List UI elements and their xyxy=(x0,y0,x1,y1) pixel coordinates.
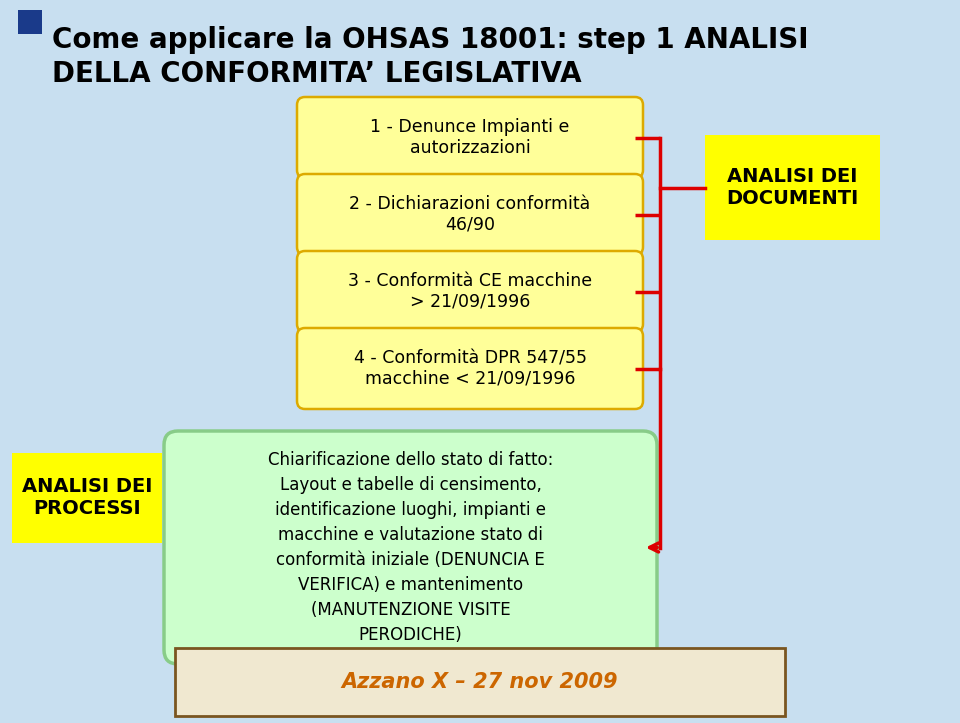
FancyBboxPatch shape xyxy=(705,135,880,240)
FancyBboxPatch shape xyxy=(297,174,643,255)
Text: ANALISI DEI
DOCUMENTI: ANALISI DEI DOCUMENTI xyxy=(727,167,858,208)
FancyBboxPatch shape xyxy=(164,431,657,664)
Text: 4 - Conformità DPR 547/55
macchine < 21/09/1996: 4 - Conformità DPR 547/55 macchine < 21/… xyxy=(353,349,587,388)
Text: Azzano X – 27 nov 2009: Azzano X – 27 nov 2009 xyxy=(342,672,618,692)
Text: Chiarificazione dello stato di fatto:
Layout e tabelle di censimento,
identifica: Chiarificazione dello stato di fatto: La… xyxy=(268,451,553,644)
Text: DELLA CONFORMITA’ LEGISLATIVA: DELLA CONFORMITA’ LEGISLATIVA xyxy=(52,60,582,88)
FancyBboxPatch shape xyxy=(18,10,42,34)
Text: ANALISI DEI
PROCESSI: ANALISI DEI PROCESSI xyxy=(22,477,153,518)
Text: Come applicare la OHSAS 18001: step 1 ANALISI: Come applicare la OHSAS 18001: step 1 AN… xyxy=(52,26,808,54)
FancyBboxPatch shape xyxy=(297,251,643,332)
FancyBboxPatch shape xyxy=(297,328,643,409)
Text: 1 - Denunce Impianti e
autorizzazioni: 1 - Denunce Impianti e autorizzazioni xyxy=(371,118,569,157)
FancyBboxPatch shape xyxy=(297,97,643,178)
Text: 3 - Conformità CE macchine
> 21/09/1996: 3 - Conformità CE macchine > 21/09/1996 xyxy=(348,272,592,311)
Text: 2 - Dichiarazioni conformità
46/90: 2 - Dichiarazioni conformità 46/90 xyxy=(349,195,590,234)
FancyBboxPatch shape xyxy=(175,648,785,716)
FancyBboxPatch shape xyxy=(12,453,162,543)
